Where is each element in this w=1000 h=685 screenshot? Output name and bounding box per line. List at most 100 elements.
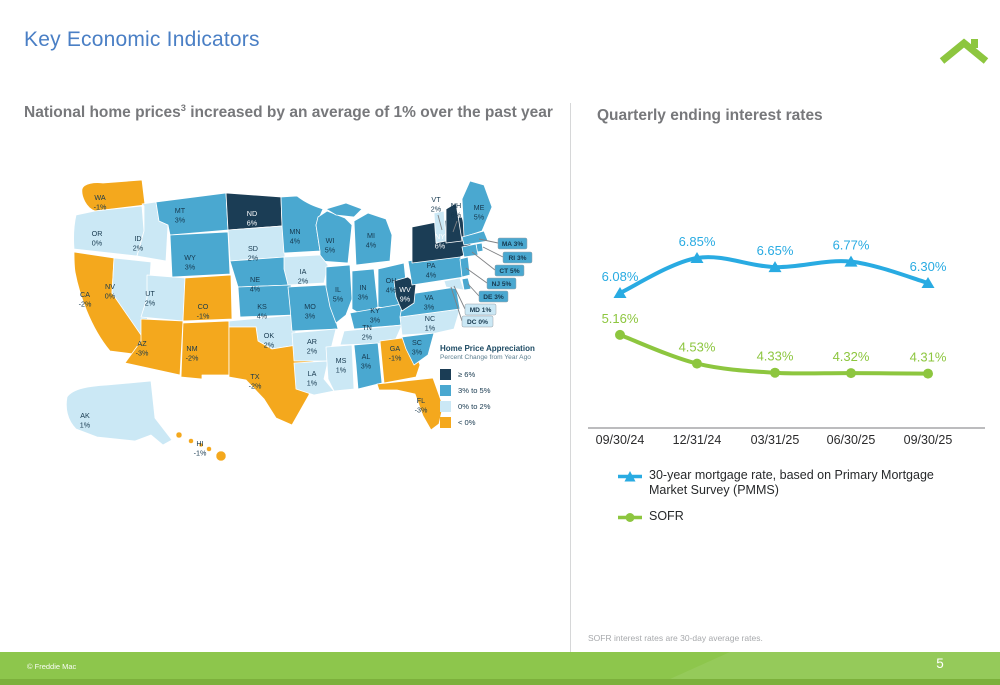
state-wy xyxy=(169,231,231,278)
state-label: NE 4% xyxy=(250,275,261,294)
state-label: ND 6% xyxy=(247,209,258,228)
state-al xyxy=(353,342,383,390)
state-label: LA 1% xyxy=(307,369,318,388)
state-label: WI 5% xyxy=(325,236,336,255)
state-label: NM -2% xyxy=(186,344,199,363)
chart-legend: 30-year mortgage rate, based on Primary … xyxy=(617,468,947,534)
data-point-label: 4.32% xyxy=(833,349,870,364)
sofr-series-label: SOFR xyxy=(649,508,684,523)
data-point-marker xyxy=(846,368,856,379)
pointer-label: NH 6% xyxy=(451,201,462,220)
footer-diagonal-accent xyxy=(670,652,1000,679)
state-hi xyxy=(175,431,227,462)
legend-swatch-neg xyxy=(440,416,451,428)
data-point-label: 5.16% xyxy=(602,311,639,326)
state-label: OK 2% xyxy=(264,331,275,350)
state-ia xyxy=(283,254,329,286)
callout-label: NJ 5% xyxy=(492,281,512,288)
chart-panel-heading: Quarterly ending interest rates xyxy=(597,107,823,124)
callout-label: MA 3% xyxy=(502,241,524,248)
state-wv xyxy=(393,276,417,312)
legend-label: ≥ 6% xyxy=(458,369,476,379)
x-tick-label: 06/30/25 xyxy=(827,433,876,447)
state-tx xyxy=(228,326,315,426)
state-label: HI -1% xyxy=(194,439,207,458)
map-panel-heading: National home prices3 increased by an av… xyxy=(24,102,554,124)
state-ms xyxy=(325,344,355,392)
mortgage-series-icon xyxy=(618,471,642,482)
state-nh xyxy=(445,202,463,244)
state-label: MT 3% xyxy=(175,206,186,225)
legend-row-mid: 3% to 5% xyxy=(440,382,570,398)
state-label: AL 3% xyxy=(361,352,372,371)
state-label: IL 5% xyxy=(333,285,344,304)
heading-footnote-marker: 3 xyxy=(180,103,186,113)
state-ut xyxy=(140,274,186,322)
footer-bar: © Freddie Mac 5 xyxy=(0,652,1000,685)
state-labels: WA -1% OR 0% CA -2% NV 0% ID 2% UT 2% AZ -3% MT 3% WY 3% C… xyxy=(79,193,485,458)
state-label: NC 1% xyxy=(425,314,436,333)
state-label: KS 4% xyxy=(257,302,268,321)
x-tick-label: 09/30/24 xyxy=(596,433,645,447)
state-label: AR 2% xyxy=(307,337,318,356)
state-fl xyxy=(376,377,444,431)
state-label: AK 1% xyxy=(80,411,91,430)
state-co xyxy=(182,274,233,322)
map-legend: Home Price Appreciation Percent Change f… xyxy=(440,344,570,430)
legend-item-mortgage: 30-year mortgage rate, based on Primary … xyxy=(617,468,947,499)
state-az xyxy=(124,318,184,376)
state-label: GA -1% xyxy=(389,344,402,363)
state-il xyxy=(325,264,353,324)
state-label: SD 2% xyxy=(248,244,259,263)
state-label: CO -1% xyxy=(197,302,210,321)
state-ne xyxy=(229,256,292,288)
data-point-label: 6.30% xyxy=(910,259,947,274)
state-label: OR 0% xyxy=(92,229,103,248)
data-point-label: 6.77% xyxy=(833,238,870,253)
mortgage-rate-line xyxy=(618,255,930,295)
callout-label: DE 3% xyxy=(483,294,504,301)
state-mn xyxy=(280,195,324,254)
state-md xyxy=(443,277,465,291)
us-choropleth-map: VT 2% NH 6% MA 3% RI 3% CT 5% NJ 5% DE 3% … xyxy=(65,180,533,462)
page-number: 5 xyxy=(936,656,944,671)
data-point-marker xyxy=(690,252,704,263)
state-label: FL -3% xyxy=(415,396,428,415)
legend-item-sofr: SOFR xyxy=(617,509,947,524)
state-label: NV 0% xyxy=(105,282,116,301)
footer-bottom-strip xyxy=(0,679,1000,685)
data-point-marker xyxy=(921,277,935,288)
state-label: KY 3% xyxy=(370,306,381,325)
data-point-marker xyxy=(768,261,782,273)
state-label: NY 6% xyxy=(435,232,446,251)
state-label: VA 3% xyxy=(424,293,435,312)
state-label: ID 2% xyxy=(133,234,144,253)
sofr-series-icon xyxy=(618,512,642,522)
callout-label: CT 5% xyxy=(499,268,519,275)
legend-row-ge6: ≥ 6% xyxy=(440,366,570,382)
data-point-marker xyxy=(770,367,780,378)
state-ak xyxy=(65,380,173,446)
pointer-labels: VT 2% NH 6% xyxy=(431,195,462,233)
mortgage-series-label: 30-year mortgage rate, based on Primary … xyxy=(649,468,934,498)
data-point-label: 4.31% xyxy=(910,350,947,365)
state-label: TX -2% xyxy=(249,372,262,391)
state-label: MI 4% xyxy=(366,231,377,250)
freddie-mac-logo-icon xyxy=(939,38,989,64)
legend-row-neg: < 0% xyxy=(440,414,570,430)
callout-label: DC 0% xyxy=(467,319,488,326)
state-label: IN 3% xyxy=(358,283,369,302)
heading-text: National home prices xyxy=(24,104,181,122)
page-title: Key Economic Indicators xyxy=(24,28,260,51)
state-label: UT 2% xyxy=(145,289,156,308)
map-legend-title: Home Price Appreciation xyxy=(440,344,535,353)
x-tick-label: 12/31/24 xyxy=(673,433,722,447)
heading-text-rest: increased by an average of 1% over the p… xyxy=(185,104,553,122)
state-label: CA -2% xyxy=(79,290,92,309)
data-point-label: 6.08% xyxy=(602,269,639,284)
state-label: WV 9% xyxy=(399,285,411,304)
state-label: TN 2% xyxy=(362,323,373,342)
state-label: MN 4% xyxy=(289,227,300,246)
data-point-marker xyxy=(615,329,625,340)
state-label: IA 2% xyxy=(298,267,309,286)
